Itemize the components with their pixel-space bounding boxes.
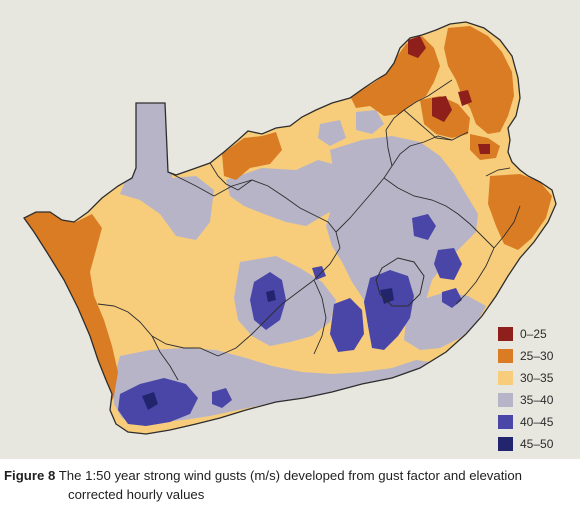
figure-caption: Figure 8 The 1:50 year strong wind gusts… [4, 466, 578, 504]
legend-item: 35–40 [498, 390, 568, 409]
legend-label: 35–40 [520, 392, 554, 407]
caption-label: Figure 8 [4, 468, 56, 483]
legend-label: 0–25 [520, 326, 547, 341]
legend-swatch [498, 392, 513, 407]
legend-swatch [498, 348, 513, 363]
legend-swatch [498, 436, 513, 451]
caption-text-line2: corrected hourly values [68, 487, 205, 502]
caption-text-line1: The 1:50 year strong wind gusts (m/s) de… [55, 468, 522, 483]
legend-item: 25–30 [498, 346, 568, 365]
legend-label: 30–35 [520, 370, 554, 385]
legend-item: 30–35 [498, 368, 568, 387]
legend-label: 25–30 [520, 348, 554, 363]
legend-item: 0–25 [498, 324, 568, 343]
figure-panel: 0–25 25–30 30–35 35–40 40–45 45–50 [0, 0, 580, 459]
legend: 0–25 25–30 30–35 35–40 40–45 45–50 [498, 324, 568, 456]
legend-item: 45–50 [498, 434, 568, 453]
legend-swatch [498, 414, 513, 429]
legend-swatch [498, 370, 513, 385]
legend-item: 40–45 [498, 412, 568, 431]
legend-label: 40–45 [520, 414, 554, 429]
wind-gust-map [23, 21, 557, 435]
legend-swatch [498, 326, 513, 341]
legend-label: 45–50 [520, 436, 554, 451]
